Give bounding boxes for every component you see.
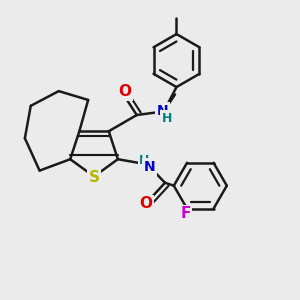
Text: F: F xyxy=(180,206,191,221)
Text: H: H xyxy=(162,112,172,125)
Text: H: H xyxy=(139,154,149,167)
Text: N: N xyxy=(144,160,155,174)
Text: O: O xyxy=(139,196,152,211)
Text: S: S xyxy=(88,170,100,185)
Text: N: N xyxy=(157,103,168,118)
Text: O: O xyxy=(118,84,131,99)
